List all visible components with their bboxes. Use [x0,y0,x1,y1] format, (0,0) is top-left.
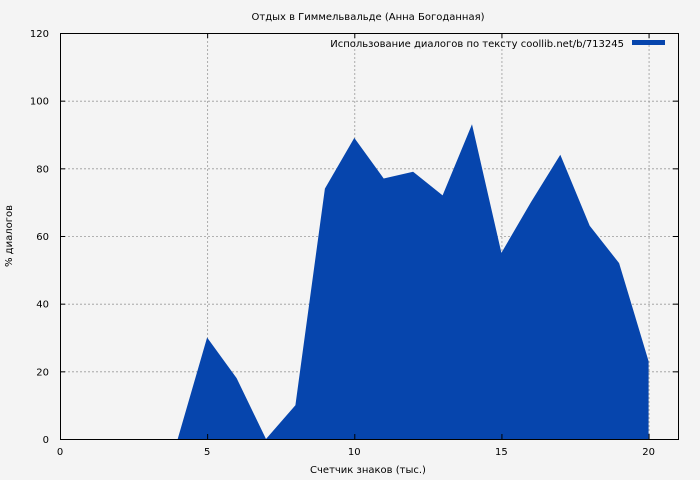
y-axis-label: % диалогов [4,205,15,267]
x-tick-label: 10 [348,447,361,458]
legend-swatch [632,40,665,45]
axis-ticks [60,33,678,440]
y-tick-label: 120 [30,29,49,40]
x-tick-label: 5 [204,447,210,458]
x-tick-label: 0 [57,447,63,458]
x-axis-label: Счетчик знаков (тыс.) [310,465,426,476]
legend-label: Использование диалогов по тексту coollib… [330,39,624,50]
area-series [60,124,649,440]
y-tick-label: 80 [36,164,49,175]
x-tick-label: 20 [642,447,655,458]
x-tick-label: 15 [495,447,508,458]
y-tick-label: 0 [43,435,49,446]
y-tick-label: 20 [36,367,49,378]
area-fill [60,124,649,440]
y-tick-label: 60 [36,232,49,243]
y-tick-label: 100 [30,97,49,108]
legend: Использование диалогов по тексту coollib… [330,39,665,50]
y-tick-label: 40 [36,300,49,311]
tick-labels: 0 5 10 15 20 0 20 40 60 80 100 120 [30,29,655,458]
chart-title: Отдых в Гиммельвальде (Анна Богоданная) [252,12,485,23]
